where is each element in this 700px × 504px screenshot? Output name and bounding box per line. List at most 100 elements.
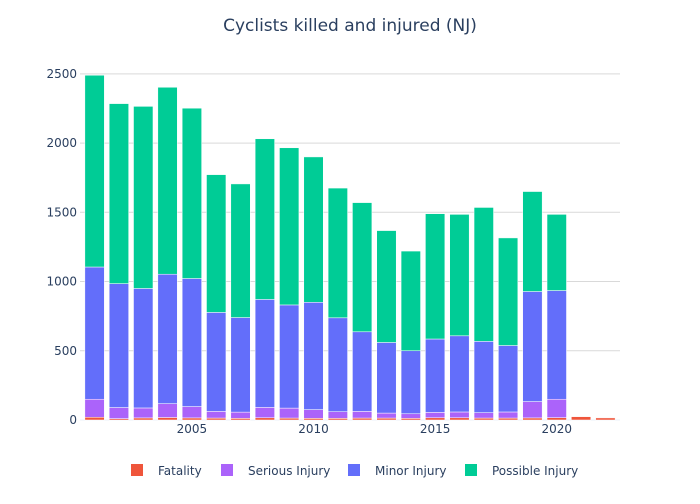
legend-label: Serious Injury (248, 464, 330, 478)
bar (352, 202, 373, 333)
bar (522, 401, 543, 419)
bar (303, 302, 324, 410)
bar (595, 417, 616, 421)
y-tick-label: 2500 (46, 67, 77, 81)
bar (400, 350, 421, 415)
bar (206, 174, 227, 313)
bar (157, 403, 178, 418)
bar (254, 299, 275, 408)
legend-swatch (221, 464, 233, 476)
y-tick-label: 0 (69, 413, 77, 427)
bar (84, 74, 105, 268)
bar (279, 147, 300, 306)
x-tick-label: 2005 (177, 422, 208, 436)
bar (352, 411, 373, 419)
bar (546, 214, 567, 291)
bar (498, 237, 519, 346)
bar (206, 411, 227, 419)
bar (254, 417, 275, 421)
bar (498, 417, 519, 421)
bar (327, 187, 348, 319)
bar (522, 291, 543, 402)
bar (498, 345, 519, 413)
bar (473, 412, 494, 419)
bar (400, 413, 421, 419)
bar (181, 406, 202, 419)
bar (473, 207, 494, 342)
bar (522, 191, 543, 292)
bar (376, 230, 397, 343)
bar (425, 412, 446, 419)
bar (425, 417, 446, 421)
bar (181, 278, 202, 407)
bar (303, 156, 324, 303)
bar (279, 407, 300, 419)
bar (157, 87, 178, 275)
bar (230, 411, 251, 419)
legend-label: Possible Injury (492, 464, 578, 478)
bar (84, 398, 105, 418)
bar (473, 341, 494, 413)
bar (254, 407, 275, 419)
bar (449, 417, 470, 421)
bar (84, 266, 105, 400)
bar (425, 213, 446, 340)
bar (157, 417, 178, 421)
bar (449, 214, 470, 337)
bar (254, 138, 275, 300)
legend-swatch (465, 464, 477, 476)
y-tick-label: 1500 (46, 205, 77, 219)
bar (376, 417, 397, 421)
legend-label: Minor Injury (375, 464, 447, 478)
bar (546, 417, 567, 421)
bar (108, 407, 129, 419)
bar (400, 250, 421, 352)
bar (303, 409, 324, 419)
bar (206, 417, 227, 421)
bar (133, 288, 154, 409)
bar (181, 107, 202, 279)
bar (449, 335, 470, 413)
x-tick-labels: 2005 2010 2015 2020 (177, 422, 572, 436)
bar (327, 317, 348, 412)
chart-title: Cyclists killed and injured (NJ) (223, 16, 477, 36)
bar (84, 416, 105, 421)
bar (108, 103, 129, 284)
x-tick-label: 2020 (541, 422, 572, 436)
bar (352, 331, 373, 412)
bar (230, 317, 251, 413)
bar (206, 312, 227, 412)
bar (133, 106, 154, 289)
bar (376, 412, 397, 419)
legend-label: Fatality (158, 464, 202, 478)
bar (498, 411, 519, 419)
bar (473, 417, 494, 421)
bar (425, 338, 446, 413)
legend: Fatality Serious Injury Minor Injury Possib… (131, 464, 578, 478)
bar (157, 273, 178, 404)
y-tick-labels: 0 500 1000 1500 2000 2500 (46, 67, 77, 427)
bar (449, 411, 470, 419)
bar (376, 342, 397, 414)
bar (352, 417, 373, 421)
y-tick-label: 500 (54, 344, 77, 358)
bars (84, 74, 616, 421)
bar (279, 417, 300, 421)
bar (571, 416, 592, 421)
bar (133, 417, 154, 421)
legend-swatch (348, 464, 360, 476)
bar (133, 407, 154, 419)
y-tick-label: 1000 (46, 275, 77, 289)
bar (230, 183, 251, 318)
legend-swatch (131, 464, 143, 476)
bar (522, 417, 543, 421)
x-tick-label: 2010 (298, 422, 329, 436)
bar (279, 304, 300, 409)
bar (108, 283, 129, 408)
bar (546, 398, 567, 418)
bar (181, 417, 202, 421)
y-tick-label: 2000 (46, 136, 77, 150)
bar (546, 290, 567, 400)
